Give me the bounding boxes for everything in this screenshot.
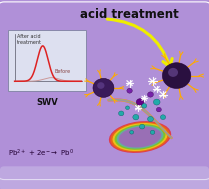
Text: Before: Before [54, 69, 70, 74]
Circle shape [162, 63, 191, 88]
Ellipse shape [115, 124, 166, 150]
Circle shape [133, 115, 139, 120]
Circle shape [142, 104, 147, 108]
FancyBboxPatch shape [8, 30, 86, 91]
Ellipse shape [109, 121, 171, 153]
Ellipse shape [112, 123, 168, 151]
Circle shape [130, 130, 134, 134]
Text: After acid
treatment: After acid treatment [17, 34, 42, 45]
Circle shape [153, 99, 160, 105]
Circle shape [119, 111, 124, 116]
Ellipse shape [110, 122, 170, 152]
Circle shape [93, 78, 114, 97]
Circle shape [161, 115, 166, 119]
Circle shape [150, 130, 155, 134]
FancyArrowPatch shape [107, 19, 172, 67]
Circle shape [148, 116, 153, 122]
FancyBboxPatch shape [0, 2, 209, 180]
Text: SWV: SWV [36, 98, 58, 107]
Circle shape [139, 124, 145, 129]
Circle shape [97, 82, 104, 89]
Circle shape [148, 92, 153, 97]
Circle shape [127, 88, 132, 93]
Text: acid treatment: acid treatment [80, 8, 179, 21]
Circle shape [168, 68, 178, 77]
Circle shape [125, 106, 130, 110]
Ellipse shape [117, 125, 163, 149]
Circle shape [156, 107, 161, 112]
Text: Pb$^{2+}$ + 2e$^{-}$$\rightarrow$ Pb$^{0}$: Pb$^{2+}$ + 2e$^{-}$$\rightarrow$ Pb$^{0… [8, 147, 74, 159]
Circle shape [136, 99, 144, 105]
FancyBboxPatch shape [0, 166, 209, 189]
Ellipse shape [119, 127, 161, 147]
